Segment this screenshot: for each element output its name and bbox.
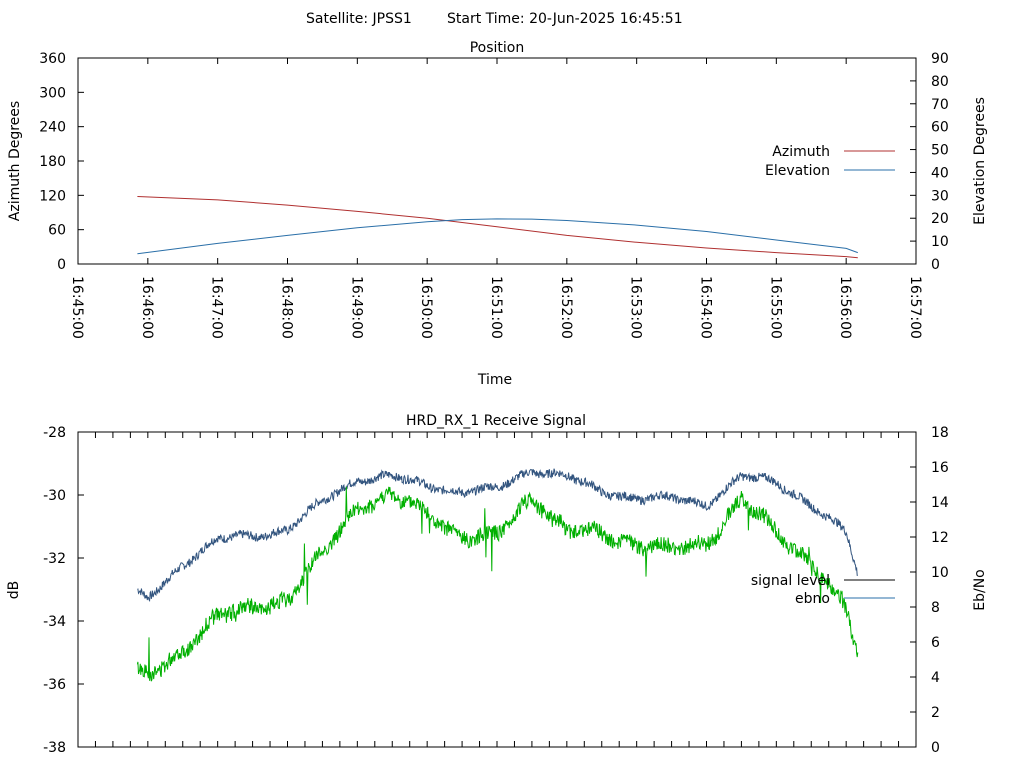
position-plot-frame xyxy=(77,57,917,265)
y2-tick-label: 20 xyxy=(931,211,949,227)
signal-right-axis: 0 2 4 6 8 10 12 14 16 18 xyxy=(910,425,949,756)
signal-chart: HRD_RX_1 Receive Signal -38-36-34-32-30-… xyxy=(6,413,988,756)
y2-tick-label: 14 xyxy=(931,495,949,511)
signal-plot-frame xyxy=(77,431,917,748)
satellite-label: Satellite: JPSS1 xyxy=(306,11,412,27)
y2-tick-label: 80 xyxy=(931,74,949,90)
y-tick-label: -28 xyxy=(43,425,66,441)
y2-tick-label: 4 xyxy=(931,670,940,686)
start-time-label: Start Time: 20-Jun-2025 16:45:51 xyxy=(447,11,683,27)
x-tick-label: 16:48:00 xyxy=(279,276,295,339)
x-tick-label: 16:52:00 xyxy=(558,276,574,339)
position-legend: Azimuth Elevation xyxy=(765,144,895,179)
signal-chart-title: HRD_RX_1 Receive Signal xyxy=(406,413,586,429)
time-axis-label: Time xyxy=(477,372,512,388)
y2-tick-label: 0 xyxy=(931,257,940,273)
x-tick-label: 16:54:00 xyxy=(698,276,714,339)
y-tick-label: 240 xyxy=(39,120,66,136)
y2-tick-label: 10 xyxy=(931,565,949,581)
elevation-axis-label: Elevation Degrees xyxy=(972,97,988,225)
signal-upper-series-line xyxy=(137,468,858,602)
y2-tick-label: 12 xyxy=(931,530,949,546)
x-tick-label: 16:46:00 xyxy=(139,276,155,339)
y2-tick-label: 90 xyxy=(931,51,949,67)
position-chart: Position 0 60 120 180 240 300 360 0 10 20 30 40 50 6… xyxy=(7,40,988,388)
y-tick-label: 180 xyxy=(39,154,66,170)
x-tick-label: 16:57:00 xyxy=(907,276,923,339)
signal-lower-series-line xyxy=(136,486,859,682)
x-tick-label: 16:56:00 xyxy=(837,276,853,339)
y2-tick-label: 50 xyxy=(931,143,949,159)
y2-tick-label: 18 xyxy=(931,425,949,441)
legend-elevation-label: Elevation xyxy=(765,163,830,179)
y-tick-label: -30 xyxy=(43,488,66,504)
azimuth-axis-label: Azimuth Degrees xyxy=(7,101,23,221)
y-tick-label: 300 xyxy=(39,85,66,101)
y2-tick-label: 40 xyxy=(931,165,949,181)
db-axis-label: dB xyxy=(6,581,22,600)
azimuth-series-line xyxy=(137,196,858,259)
position-right-axis: 0 10 20 30 40 50 60 70 80 90 xyxy=(910,51,949,273)
x-tick-label: 16:53:00 xyxy=(628,276,644,339)
x-tick-label: 16:50:00 xyxy=(418,276,434,339)
y2-tick-label: 2 xyxy=(931,705,940,721)
y2-tick-label: 0 xyxy=(931,740,940,756)
x-tick-label: 16:51:00 xyxy=(488,276,504,339)
x-tick-label: 16:45:00 xyxy=(69,276,85,339)
y-tick-label: 60 xyxy=(48,223,66,239)
legend-ebno-label: ebno xyxy=(795,591,830,607)
y-tick-label: 360 xyxy=(39,51,66,67)
y2-tick-label: 60 xyxy=(931,120,949,136)
legend-azimuth-label: Azimuth xyxy=(772,144,830,160)
elevation-series-line xyxy=(137,218,858,255)
y-tick-label: 120 xyxy=(39,188,66,204)
ebno-axis-label: Eb/No xyxy=(972,569,988,611)
x-tick-label: 16:47:00 xyxy=(209,276,225,339)
y-tick-label: -36 xyxy=(43,677,66,693)
signal-series-group xyxy=(136,468,859,682)
y2-tick-label: 10 xyxy=(931,234,949,250)
y-tick-label: -34 xyxy=(43,614,66,630)
y-tick-label: 0 xyxy=(57,257,66,273)
position-x-axis: 16:45:00 16:46:00 16:47:00 16:48:00 16:49:00… xyxy=(69,58,923,339)
y-tick-label: -32 xyxy=(43,551,66,567)
signal-x-axis xyxy=(77,432,917,747)
y-tick-label: -38 xyxy=(43,740,66,756)
y2-tick-label: 8 xyxy=(931,600,940,616)
x-tick-label: 16:49:00 xyxy=(348,276,364,339)
y2-tick-label: 30 xyxy=(931,188,949,204)
signal-left-axis: -38 -36 -34 -32 -30 -28 xyxy=(43,425,84,756)
position-left-axis: 0 60 120 180 240 300 360 xyxy=(39,51,84,273)
y2-tick-label: 16 xyxy=(931,460,949,476)
y2-tick-label: 6 xyxy=(931,635,940,651)
position-series-group xyxy=(137,196,858,259)
legend-signal-label: signal level xyxy=(751,573,830,589)
y2-tick-label: 70 xyxy=(931,97,949,113)
signal-legend: signal level ebno xyxy=(751,573,895,607)
x-tick-label: 16:55:00 xyxy=(767,276,783,339)
position-chart-title: Position xyxy=(470,40,525,56)
